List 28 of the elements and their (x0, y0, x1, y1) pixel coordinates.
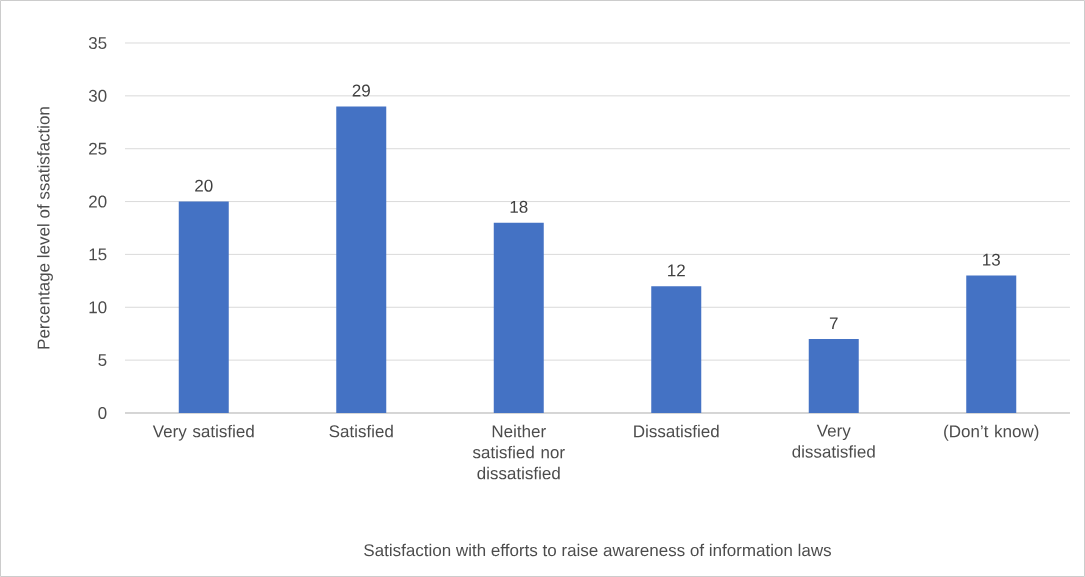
x-tick-label: Neither satisfied nor dissatisfied (472, 424, 565, 480)
data-label: 13 (983, 253, 1000, 266)
x-axis-title: Satisfaction with efforts to raise awareness of information laws (364, 543, 831, 557)
bar (336, 106, 387, 413)
y-tick-label: 0 (98, 406, 107, 420)
x-tick-label: Satisfied (329, 424, 393, 438)
bar (808, 338, 859, 413)
y-tick-label: 15 (89, 248, 107, 261)
data-label: 20 (195, 179, 213, 192)
data-label: 18 (510, 200, 528, 213)
y-tick-label: 10 (89, 301, 107, 314)
y-tick-label: 20 (89, 195, 107, 208)
x-tick-label: (Don’t know) (944, 424, 1039, 441)
x-tick-label: Very dissatisfied (792, 424, 875, 458)
x-tick-label: Dissatisfied (634, 424, 719, 438)
bar (651, 286, 702, 413)
bar (178, 201, 229, 413)
y-tick-label: 30 (88, 89, 107, 102)
data-label: 7 (829, 317, 838, 330)
bar (493, 222, 544, 413)
y-tick-label: 5 (98, 354, 107, 367)
x-tick-label: Very satisfied (152, 424, 254, 441)
y-tick-label: 35 (88, 36, 107, 50)
y-axis-title: Percentage level of ssatisfaction (37, 107, 53, 349)
y-tick-label: 25 (89, 142, 107, 155)
data-label: 29 (352, 84, 370, 97)
bar (966, 275, 1017, 413)
data-label: 12 (668, 264, 685, 277)
